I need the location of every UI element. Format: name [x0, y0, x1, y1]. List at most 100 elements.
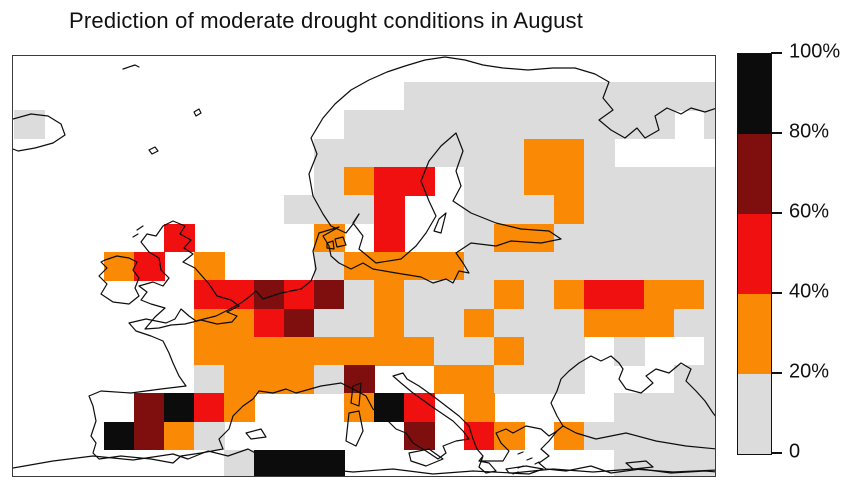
heatmap-cell	[284, 280, 315, 309]
heatmap-cell	[494, 251, 525, 281]
heatmap-cell	[554, 421, 585, 451]
heatmap-cell	[524, 195, 555, 225]
heatmap-cell	[704, 421, 715, 451]
heatmap-cell	[704, 195, 715, 225]
heatmap-cell	[134, 393, 165, 423]
heatmap-cell	[254, 280, 285, 309]
colorbar-segment	[738, 213, 771, 294]
heatmap-cell	[314, 251, 345, 281]
heatmap-cell	[524, 223, 555, 253]
heatmap-cell	[404, 336, 435, 366]
heatmap-cell	[644, 251, 675, 281]
heatmap-cell	[644, 421, 675, 451]
heatmap-cell	[374, 167, 405, 196]
heatmap-cell	[614, 110, 645, 140]
heatmap-cell	[314, 450, 345, 476]
heatmap-cell	[464, 308, 495, 338]
heatmap-cell	[314, 365, 345, 394]
heatmap-cell	[614, 450, 645, 476]
heatmap-cell	[584, 138, 615, 168]
heatmap-cell	[584, 82, 615, 111]
heatmap-cell-layer	[13, 56, 715, 476]
heatmap-cell	[464, 82, 495, 111]
heatmap-cell	[314, 138, 345, 168]
heatmap-cell	[644, 223, 675, 253]
heatmap-cell	[254, 308, 285, 338]
colorbar-tick-label: 20%	[789, 360, 830, 383]
heatmap-cell	[224, 308, 255, 338]
heatmap-cell	[674, 167, 705, 196]
heatmap-cell	[614, 308, 645, 338]
colorbar-tick	[771, 452, 782, 454]
heatmap-cell	[704, 82, 715, 111]
heatmap-cell	[254, 336, 285, 366]
heatmap-cell	[524, 110, 555, 140]
colorbar-tick	[771, 212, 782, 214]
heatmap-cell	[674, 421, 705, 451]
heatmap-cell	[344, 365, 375, 394]
heatmap-cell	[464, 336, 495, 366]
heatmap-cell	[614, 336, 645, 366]
heatmap-cell	[464, 167, 495, 196]
heatmap-cell	[644, 393, 675, 423]
colorbar-tick	[771, 52, 782, 54]
heatmap-cell	[404, 393, 435, 423]
chart-title: Prediction of moderate drought condition…	[69, 8, 584, 33]
heatmap-cell	[674, 195, 705, 225]
heatmap-cell	[494, 138, 525, 168]
heatmap-cell	[554, 167, 585, 196]
heatmap-cell	[704, 308, 715, 338]
heatmap-cell	[494, 280, 525, 309]
heatmap-cell	[644, 195, 675, 225]
heatmap-cell	[674, 280, 705, 309]
heatmap-cell	[344, 110, 375, 140]
heatmap-cell	[404, 138, 435, 168]
heatmap-cell	[464, 223, 495, 253]
heatmap-cell	[284, 365, 315, 394]
heatmap-cell	[374, 110, 405, 140]
heatmap-cell	[344, 138, 375, 168]
heatmap-cell	[524, 138, 555, 168]
heatmap-cell	[704, 393, 715, 423]
heatmap-cell	[644, 280, 675, 309]
heatmap-cell	[434, 251, 465, 281]
heatmap-cell	[374, 280, 405, 309]
heatmap-cell	[704, 110, 715, 140]
heatmap-cell	[434, 280, 465, 309]
heatmap-cell	[704, 336, 715, 366]
heatmap-cell	[164, 421, 195, 451]
heatmap-cell	[704, 223, 715, 253]
heatmap-cell	[614, 82, 645, 111]
heatmap-cell	[434, 336, 465, 366]
heatmap-cell	[344, 393, 375, 423]
heatmap-cell	[554, 110, 585, 140]
heatmap-cell	[494, 308, 525, 338]
heatmap-cell	[524, 251, 555, 281]
heatmap-cell	[704, 365, 715, 394]
heatmap-cell	[314, 195, 345, 225]
heatmap-cell	[254, 450, 285, 476]
heatmap-cell	[404, 251, 435, 281]
heatmap-cell	[614, 223, 645, 253]
heatmap-cell	[464, 138, 495, 168]
heatmap-cell	[494, 336, 525, 366]
heatmap-cell	[584, 195, 615, 225]
heatmap-cell	[674, 393, 705, 423]
heatmap-cell	[494, 167, 525, 196]
colorbar-tick-label: 0	[789, 440, 801, 463]
heatmap-cell	[704, 280, 715, 309]
heatmap-cell	[644, 82, 675, 111]
heatmap-cell	[284, 308, 315, 338]
heatmap-cell	[194, 421, 225, 451]
heatmap-cell	[524, 280, 555, 309]
heatmap-cell	[374, 251, 405, 281]
heatmap-cell	[404, 308, 435, 338]
heatmap-cell	[644, 167, 675, 196]
heatmap-cell	[524, 308, 555, 338]
heatmap-cell	[704, 450, 715, 476]
heatmap-cell	[104, 421, 135, 451]
heatmap-cell	[194, 308, 225, 338]
colorbar-segment	[738, 293, 771, 374]
heatmap-cell	[674, 365, 705, 394]
heatmap-cell	[494, 223, 525, 253]
